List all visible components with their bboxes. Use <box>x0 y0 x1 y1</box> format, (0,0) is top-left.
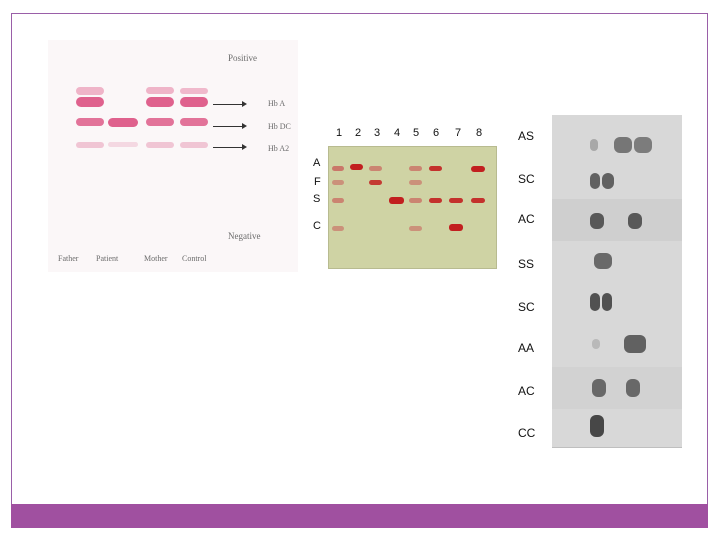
strip-row-5 <box>552 281 682 324</box>
strip-row-8 <box>552 409 682 448</box>
r-band-5a <box>590 293 600 311</box>
band-hbdc-patient <box>108 118 138 127</box>
positive-label: Positive <box>228 53 258 63</box>
arrow-hbdc <box>213 123 247 129</box>
row-label-s: S <box>313 193 321 205</box>
lane-label-mother: Mother <box>144 254 168 263</box>
row-label-ac-2: AC <box>518 384 535 398</box>
r-band-6a <box>624 335 646 353</box>
row-label-c: C <box>313 220 321 232</box>
band-hba2-control <box>180 142 208 148</box>
m-band-7c <box>449 224 463 231</box>
row-label-sc-2: SC <box>518 300 535 314</box>
strip-row-2 <box>552 159 682 200</box>
band-hba-control <box>180 97 208 107</box>
lane-number-1: 1 <box>336 127 343 139</box>
row-label-a: A <box>313 157 321 169</box>
m-band-8a <box>471 166 485 172</box>
band-hba-father <box>76 97 104 107</box>
lane-label-patient: Patient <box>96 254 119 263</box>
row-label-aa: AA <box>518 341 535 355</box>
strip-row-6 <box>552 323 682 368</box>
lane-number-5: 5 <box>413 127 420 139</box>
band-hba2-patient <box>108 142 138 147</box>
band-label-hbdc: Hb DC <box>268 122 291 131</box>
m-band-5f <box>409 180 422 185</box>
row-label-cc: CC <box>518 426 536 440</box>
lane-number-3: 3 <box>374 127 381 139</box>
lane-number-6: 6 <box>433 127 440 139</box>
row-label-ss: SS <box>518 257 535 271</box>
m-band-8s <box>471 198 485 203</box>
band-hbtop-control <box>180 88 208 94</box>
r-band-2b <box>602 173 614 189</box>
m-band-1s <box>332 198 344 203</box>
m-band-6s <box>429 198 442 203</box>
m-band-7s <box>449 198 463 203</box>
m-band-3a <box>369 166 382 171</box>
r-band-3b <box>628 213 642 229</box>
m-band-4s <box>389 197 404 204</box>
m-band-5s <box>409 198 422 203</box>
arrow-hba <box>213 101 247 107</box>
m-band-2a <box>350 164 363 170</box>
band-hbdc-mother <box>146 118 174 126</box>
lane-label-control: Control <box>182 254 207 263</box>
r-band-2a <box>590 173 600 189</box>
r-band-3a <box>590 213 604 229</box>
m-band-1a <box>332 166 344 171</box>
row-label-ac-1: AC <box>518 212 535 226</box>
band-hba2l-father <box>76 142 104 148</box>
m-band-6a <box>429 166 442 171</box>
strip-row-7 <box>552 367 682 410</box>
r-band-6b <box>592 339 600 349</box>
r-band-1b <box>634 137 652 153</box>
lane-number-2: 2 <box>355 127 362 139</box>
band-label-hba: Hb A <box>268 99 286 108</box>
strip-row-4 <box>552 241 682 282</box>
band-label-hba2: Hb A2 <box>268 144 290 153</box>
m-band-3f <box>369 180 382 185</box>
row-label-sc-1: SC <box>518 172 535 186</box>
m-band-1f <box>332 180 344 185</box>
strip-row-1 <box>552 115 682 160</box>
m-band-5c <box>409 226 422 231</box>
band-hba-mother <box>146 97 174 107</box>
middle-gel-image: 1 2 3 4 5 6 7 8 A F S C <box>308 124 498 269</box>
lane-number-4: 4 <box>394 127 401 139</box>
m-band-1c <box>332 226 344 231</box>
band-hba2-father <box>76 87 104 95</box>
lane-number-7: 7 <box>455 127 462 139</box>
row-label-f: F <box>314 176 321 188</box>
r-band-4a <box>594 253 612 269</box>
r-band-7a <box>592 379 606 397</box>
band-hbdc-control <box>180 118 208 126</box>
r-band-1a <box>614 137 632 153</box>
right-gel-image: AS SC AC SS SC AA AC CC <box>512 115 687 448</box>
band-hbtop-mother <box>146 87 174 94</box>
middle-gel-plate <box>328 146 497 269</box>
strip-row-3 <box>552 199 682 242</box>
band-hbdc-father <box>76 118 104 126</box>
r-band-1c <box>590 139 598 151</box>
row-label-as: AS <box>518 129 535 143</box>
r-band-8a <box>590 415 604 437</box>
r-band-5b <box>602 293 612 311</box>
r-band-7b <box>626 379 640 397</box>
arrow-hba2 <box>213 144 247 150</box>
lane-number-8: 8 <box>476 127 483 139</box>
lane-label-father: Father <box>58 254 79 263</box>
negative-label: Negative <box>228 231 261 241</box>
band-hba2-mother <box>146 142 174 148</box>
m-band-5a <box>409 166 422 171</box>
left-gel-image: Positive Negative Hb A Hb DC Hb A2 Fathe… <box>48 40 298 272</box>
bottom-accent-bar <box>11 504 708 528</box>
